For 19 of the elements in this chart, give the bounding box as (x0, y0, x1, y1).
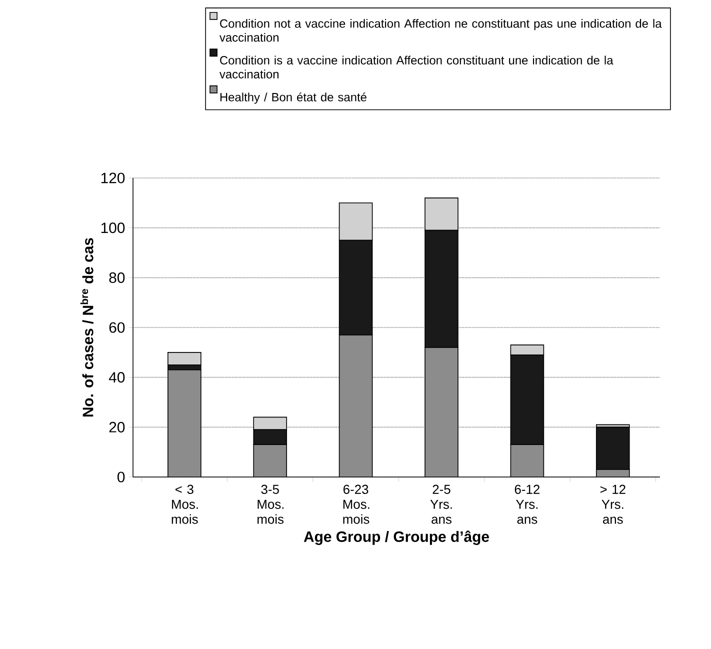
y-tick-label: 20 (109, 422, 125, 432)
x-tick-label: 6-12 Yrs. ans (514, 484, 540, 524)
y-tick-label: 100 (101, 222, 125, 234)
y-tick-label: 0 (117, 472, 125, 482)
x-axis-title: Age Group / Groupe d’âge (304, 530, 489, 545)
x-tick-label: > 12 Yrs. ans (600, 484, 626, 524)
y-tick-label: 60 (109, 322, 125, 333)
x-tick-label: < 3 Mos. mois (172, 484, 198, 524)
legend-label: Condition is a vaccine indication Affection constituant une indication de la vaccination (220, 56, 614, 78)
y-axis-title: No. of cases / N$^{bre}$ de cas (80, 238, 94, 417)
legend-label: Healthy / Bon état de santé (220, 92, 366, 104)
x-tick-label: 6-23 Mos. mois (343, 484, 370, 524)
y-tick-label: 120 (101, 172, 125, 184)
y-tick-label: 40 (108, 372, 125, 383)
y-tick-label: 80 (109, 272, 125, 283)
legend-label: Condition not a vaccine indication Affection ne constituant pas une indication de la vaccination (220, 18, 662, 42)
bar (168, 352, 202, 366)
x-tick-label: 2-5 Yrs. ans (430, 484, 452, 524)
x-tick-label: 3-5 Mos. mois (258, 484, 284, 524)
